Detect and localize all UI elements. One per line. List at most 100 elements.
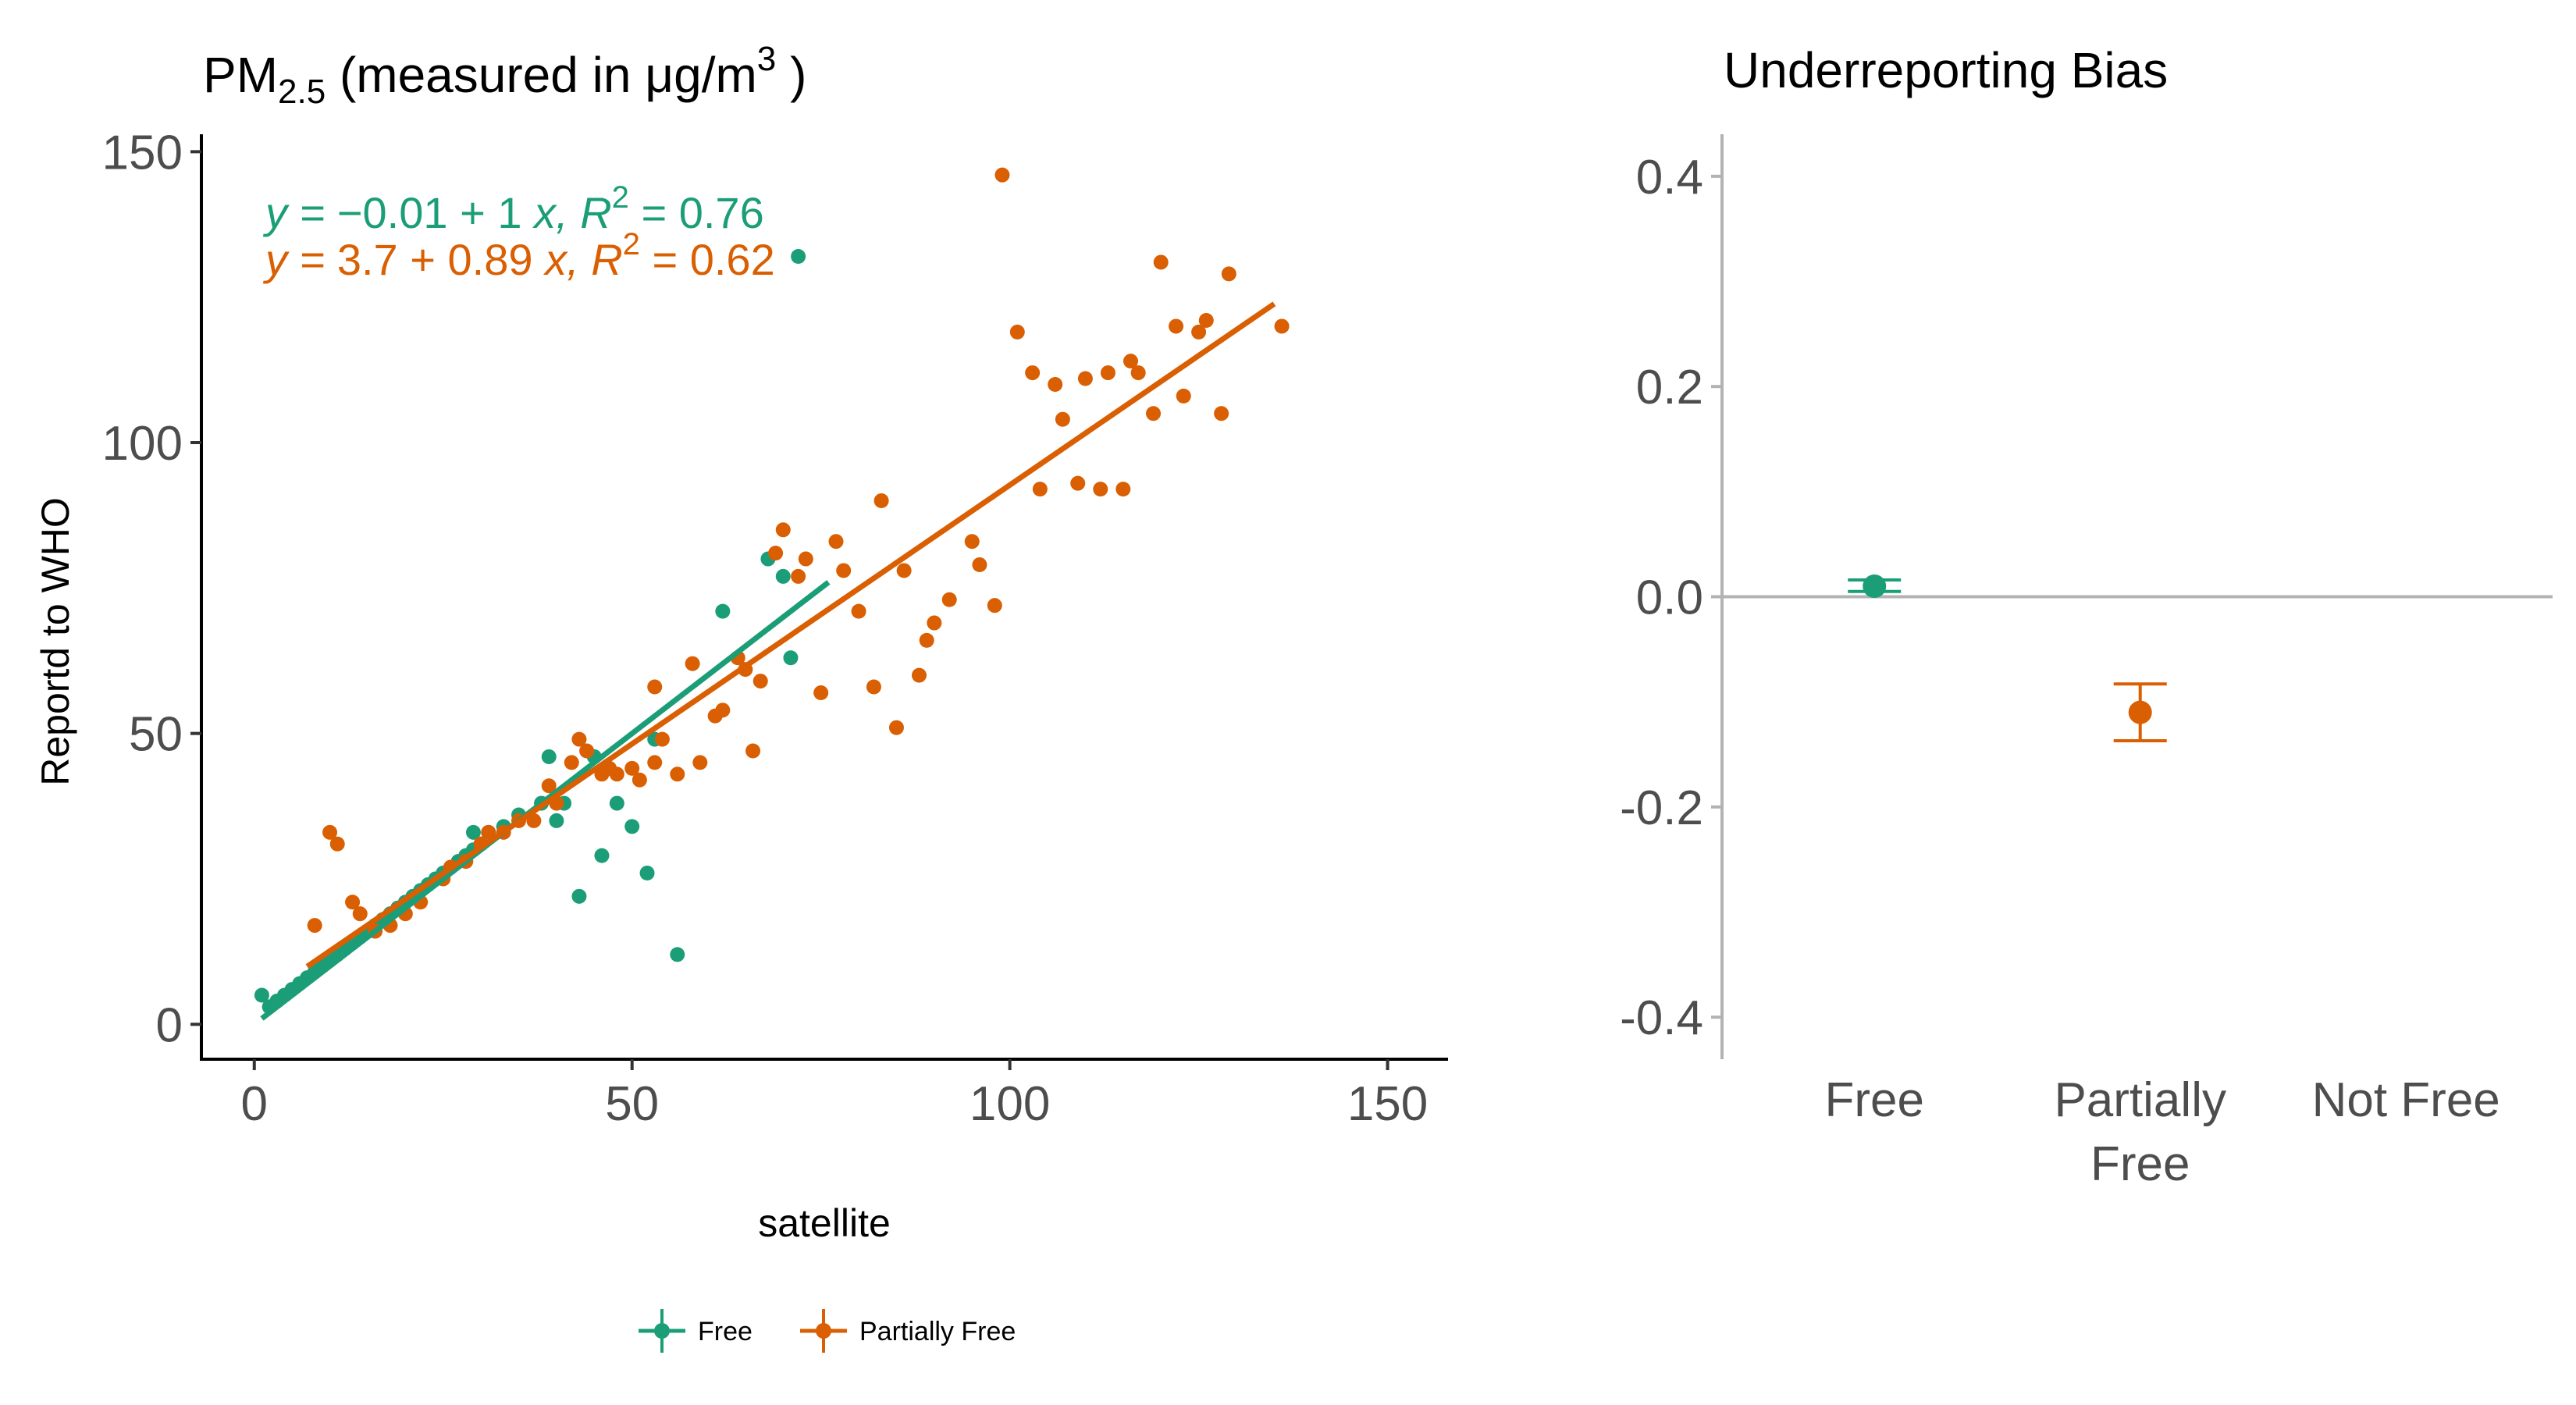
point-partially-free [866,679,881,695]
point-partially-free [964,534,980,550]
point-partially-free [987,598,1002,614]
legend-item-partially-free: Partially Free [800,1309,1016,1353]
point-partially-free [345,895,361,910]
point-partially-free [919,632,934,648]
point-partially-free [911,667,927,683]
point-partially-free [791,568,806,584]
scatter-y-axis-title: Reportd to WHO [34,497,77,786]
estimate-point-free [1863,574,1887,599]
point-partially-free [692,755,708,770]
point-partially-free [670,767,685,782]
point-partially-free [1169,318,1184,334]
point-partially-free [836,563,852,578]
bias-x-tick-label: Partially [2054,1073,2226,1127]
bias-y-tick-label: 0.0 [1636,571,1703,625]
point-partially-free [768,546,784,561]
point-free [624,819,640,834]
point-free [670,947,685,962]
point-partially-free [888,720,904,735]
point-free [783,650,799,666]
point-partially-free [775,522,791,538]
point-partially-free [1077,371,1093,386]
bias-x-tick-label: Not Free [2312,1073,2500,1127]
point-free [609,795,624,811]
point-partially-free [1055,411,1070,427]
point-partially-free [1115,482,1131,497]
y-tick-label: 50 [129,708,183,762]
point-partially-free [1070,475,1086,491]
point-partially-free [541,778,557,794]
bias-marks [1722,574,2553,742]
point-partially-free [654,731,670,747]
legend-dot-partially-free [816,1323,831,1339]
x-tick-label: 100 [970,1077,1050,1131]
equation-partially-free: y = 3.7 + 0.89 x, R2 = 0.62 [262,227,775,284]
point-partially-free [1100,365,1115,381]
scatter-panel: PM2.5 (measured in μg/m3 ) 0 50 100 150 0 50 1… [34,40,1448,1245]
bias-title: Underreporting Bias [1724,42,2168,98]
point-partially-free [307,918,322,934]
estimate-point-partially-free [2128,700,2152,724]
scatter-ticks: 0 50 100 150 0 50 100 150 [102,126,1429,1131]
point-free [254,987,269,1003]
legend-dot-free [654,1323,670,1339]
point-free [541,749,557,764]
point-partially-free [481,824,496,840]
point-partially-free [873,493,889,509]
point-partially-free [994,167,1010,183]
point-partially-free [632,772,647,788]
y-tick-label: 0 [156,998,183,1052]
point-partially-free [828,534,844,550]
point-partially-free [579,743,595,759]
point-free [715,603,731,619]
point-free [465,824,481,840]
scatter-title: PM2.5 (measured in μg/m3 ) [203,40,806,111]
point-partially-free [647,755,663,770]
point-partially-free [927,615,942,631]
point-free [775,568,791,584]
point-free [571,888,587,904]
point-partially-free [798,551,813,567]
bias-x-tick-label: Free [1824,1073,1923,1127]
bias-y-tick-label: 0.2 [1636,361,1703,414]
point-partially-free [972,557,987,573]
point-partially-free [1176,388,1191,404]
point-partially-free [352,906,368,922]
point-partially-free [624,760,640,776]
point-partially-free [1123,354,1138,369]
point-partially-free [1093,482,1108,497]
point-partially-free [896,563,912,578]
point-partially-free [753,674,768,689]
point-partially-free [329,836,345,852]
point-free [639,866,655,881]
point-partially-free [1048,376,1063,392]
point-partially-free [1191,324,1207,340]
bias-y-tick-label: -0.4 [1620,991,1703,1045]
bias-ticks: -0.4 -0.2 0.0 0.2 0.4 Free Partially Free Not Fr… [1620,151,2500,1191]
bias-panel: Underreporting Bias -0.4 -0.2 0.0 0.2 0.4 Fre… [1620,42,2553,1191]
point-partially-free [813,685,829,700]
x-tick-label: 0 [241,1077,268,1131]
bias-y-tick-label: -0.2 [1620,781,1703,835]
point-partially-free [715,702,731,718]
legend-label-partially-free: Partially Free [859,1317,1016,1346]
point-partially-free [564,755,579,770]
x-tick-label: 150 [1347,1077,1428,1131]
point-free [549,813,564,828]
point-partially-free [745,743,761,759]
equation-free: y = −0.01 + 1 x, R2 = 0.76 [262,180,764,237]
point-partially-free [609,767,624,782]
point-partially-free [941,592,957,607]
point-free [594,848,610,863]
point-partially-free [571,731,587,747]
point-partially-free [322,824,338,840]
point-partially-free [1009,324,1025,340]
point-partially-free [1214,406,1229,422]
point-partially-free [1198,312,1214,328]
y-tick-label: 100 [102,417,183,471]
y-tick-label: 150 [102,126,183,180]
legend: Free Partially Free [639,1309,1016,1353]
point-partially-free [1025,365,1041,381]
point-partially-free [685,656,700,671]
point-partially-free [1130,365,1146,381]
